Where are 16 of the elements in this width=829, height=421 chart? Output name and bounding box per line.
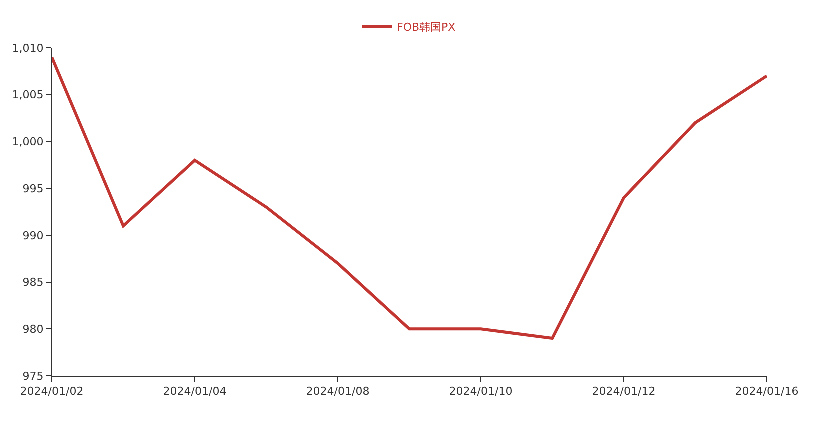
x-tick-label: 2024/01/04	[163, 385, 227, 398]
x-tick-label: 2024/01/10	[449, 385, 513, 398]
y-tick-label: 975	[22, 370, 44, 383]
x-tick-label: 2024/01/08	[306, 385, 370, 398]
y-tick-label: 1,005	[12, 88, 44, 102]
y-tick-label: 995	[22, 182, 44, 196]
y-tick-label: 1,010	[12, 42, 44, 55]
legend-label: FOB韩国PX	[397, 21, 456, 34]
line-series	[52, 56, 767, 340]
y-tick-label: 990	[22, 229, 44, 242]
y-tick-label: 985	[22, 276, 44, 290]
y-tick-label: 980	[22, 322, 44, 336]
x-tick-label: 2024/01/02	[20, 385, 84, 398]
x-tick-label: 2024/01/12	[592, 385, 656, 398]
x-tick-label: 2024/01/16	[735, 385, 799, 398]
y-tick-label: 1,000	[12, 136, 44, 149]
